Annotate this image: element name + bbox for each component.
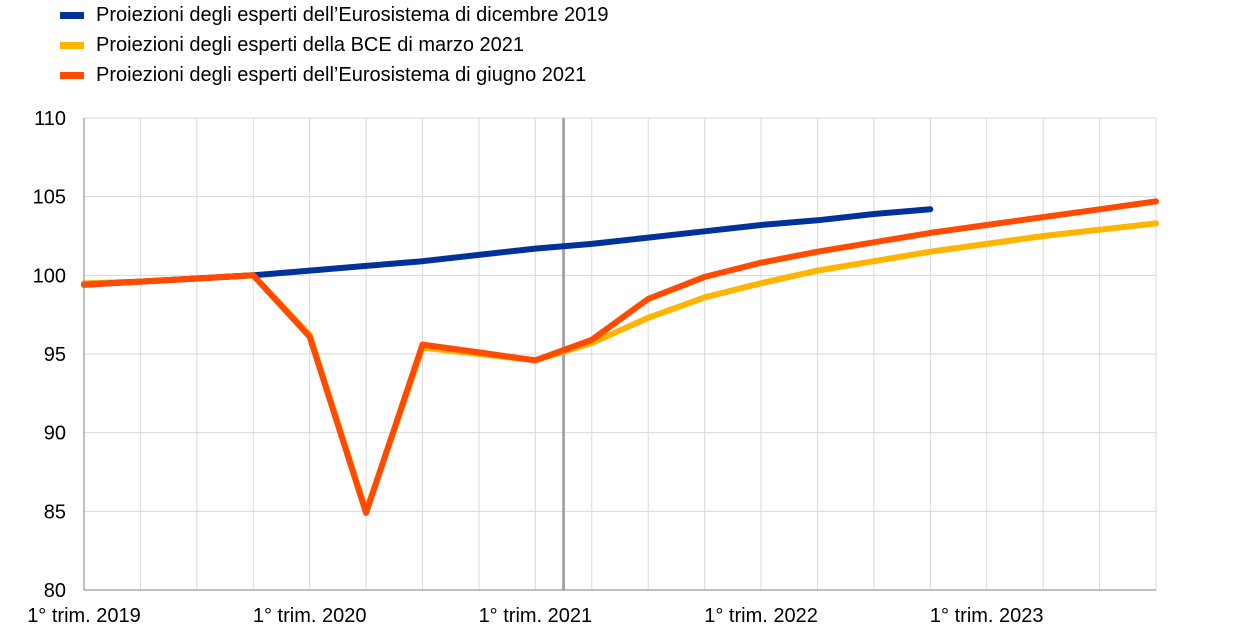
x-tick-label: 1° trim. 2019: [27, 605, 141, 627]
legend-swatch: [60, 42, 84, 50]
y-tick-label: 95: [44, 344, 66, 366]
x-tick-label: 1° trim. 2020: [253, 605, 367, 627]
y-tick-label: 90: [44, 423, 66, 445]
legend-item: Proiezioni degli esperti della BCE di ma…: [60, 30, 609, 60]
x-tick-label: 1° trim. 2022: [704, 605, 818, 627]
legend-swatch: [60, 72, 84, 80]
legend-label: Proiezioni degli esperti dell’Eurosistem…: [96, 4, 609, 26]
x-tick-label: 1° trim. 2021: [479, 605, 593, 627]
series-layer: [81, 198, 1159, 516]
legend-label: Proiezioni degli esperti della BCE di ma…: [96, 34, 525, 56]
x-tick-label: 1° trim. 2023: [930, 605, 1044, 627]
legend-label: Proiezioni degli esperti dell’Eurosistem…: [96, 64, 587, 86]
y-tick-label: 85: [44, 501, 66, 523]
y-tick-label: 110: [34, 108, 66, 130]
series-line-1: [81, 220, 1159, 515]
legend: Proiezioni degli esperti dell’Eurosistem…: [60, 0, 609, 90]
series-line-2: [81, 198, 1159, 516]
y-tick-label: 100: [33, 265, 66, 287]
legend-swatch: [60, 12, 84, 20]
y-tick-label: 80: [44, 580, 66, 602]
legend-item: Proiezioni degli esperti dell’Eurosistem…: [60, 60, 609, 90]
axis-layer: 1° trim. 2019 1° trim. 2020 1° trim. 2021 1…: [27, 118, 1156, 627]
y-tick-label: 105: [33, 187, 66, 209]
grid: 80 85 90 95 100 105 110: [33, 108, 1157, 602]
legend-item: Proiezioni degli esperti dell’Eurosistem…: [60, 0, 609, 30]
